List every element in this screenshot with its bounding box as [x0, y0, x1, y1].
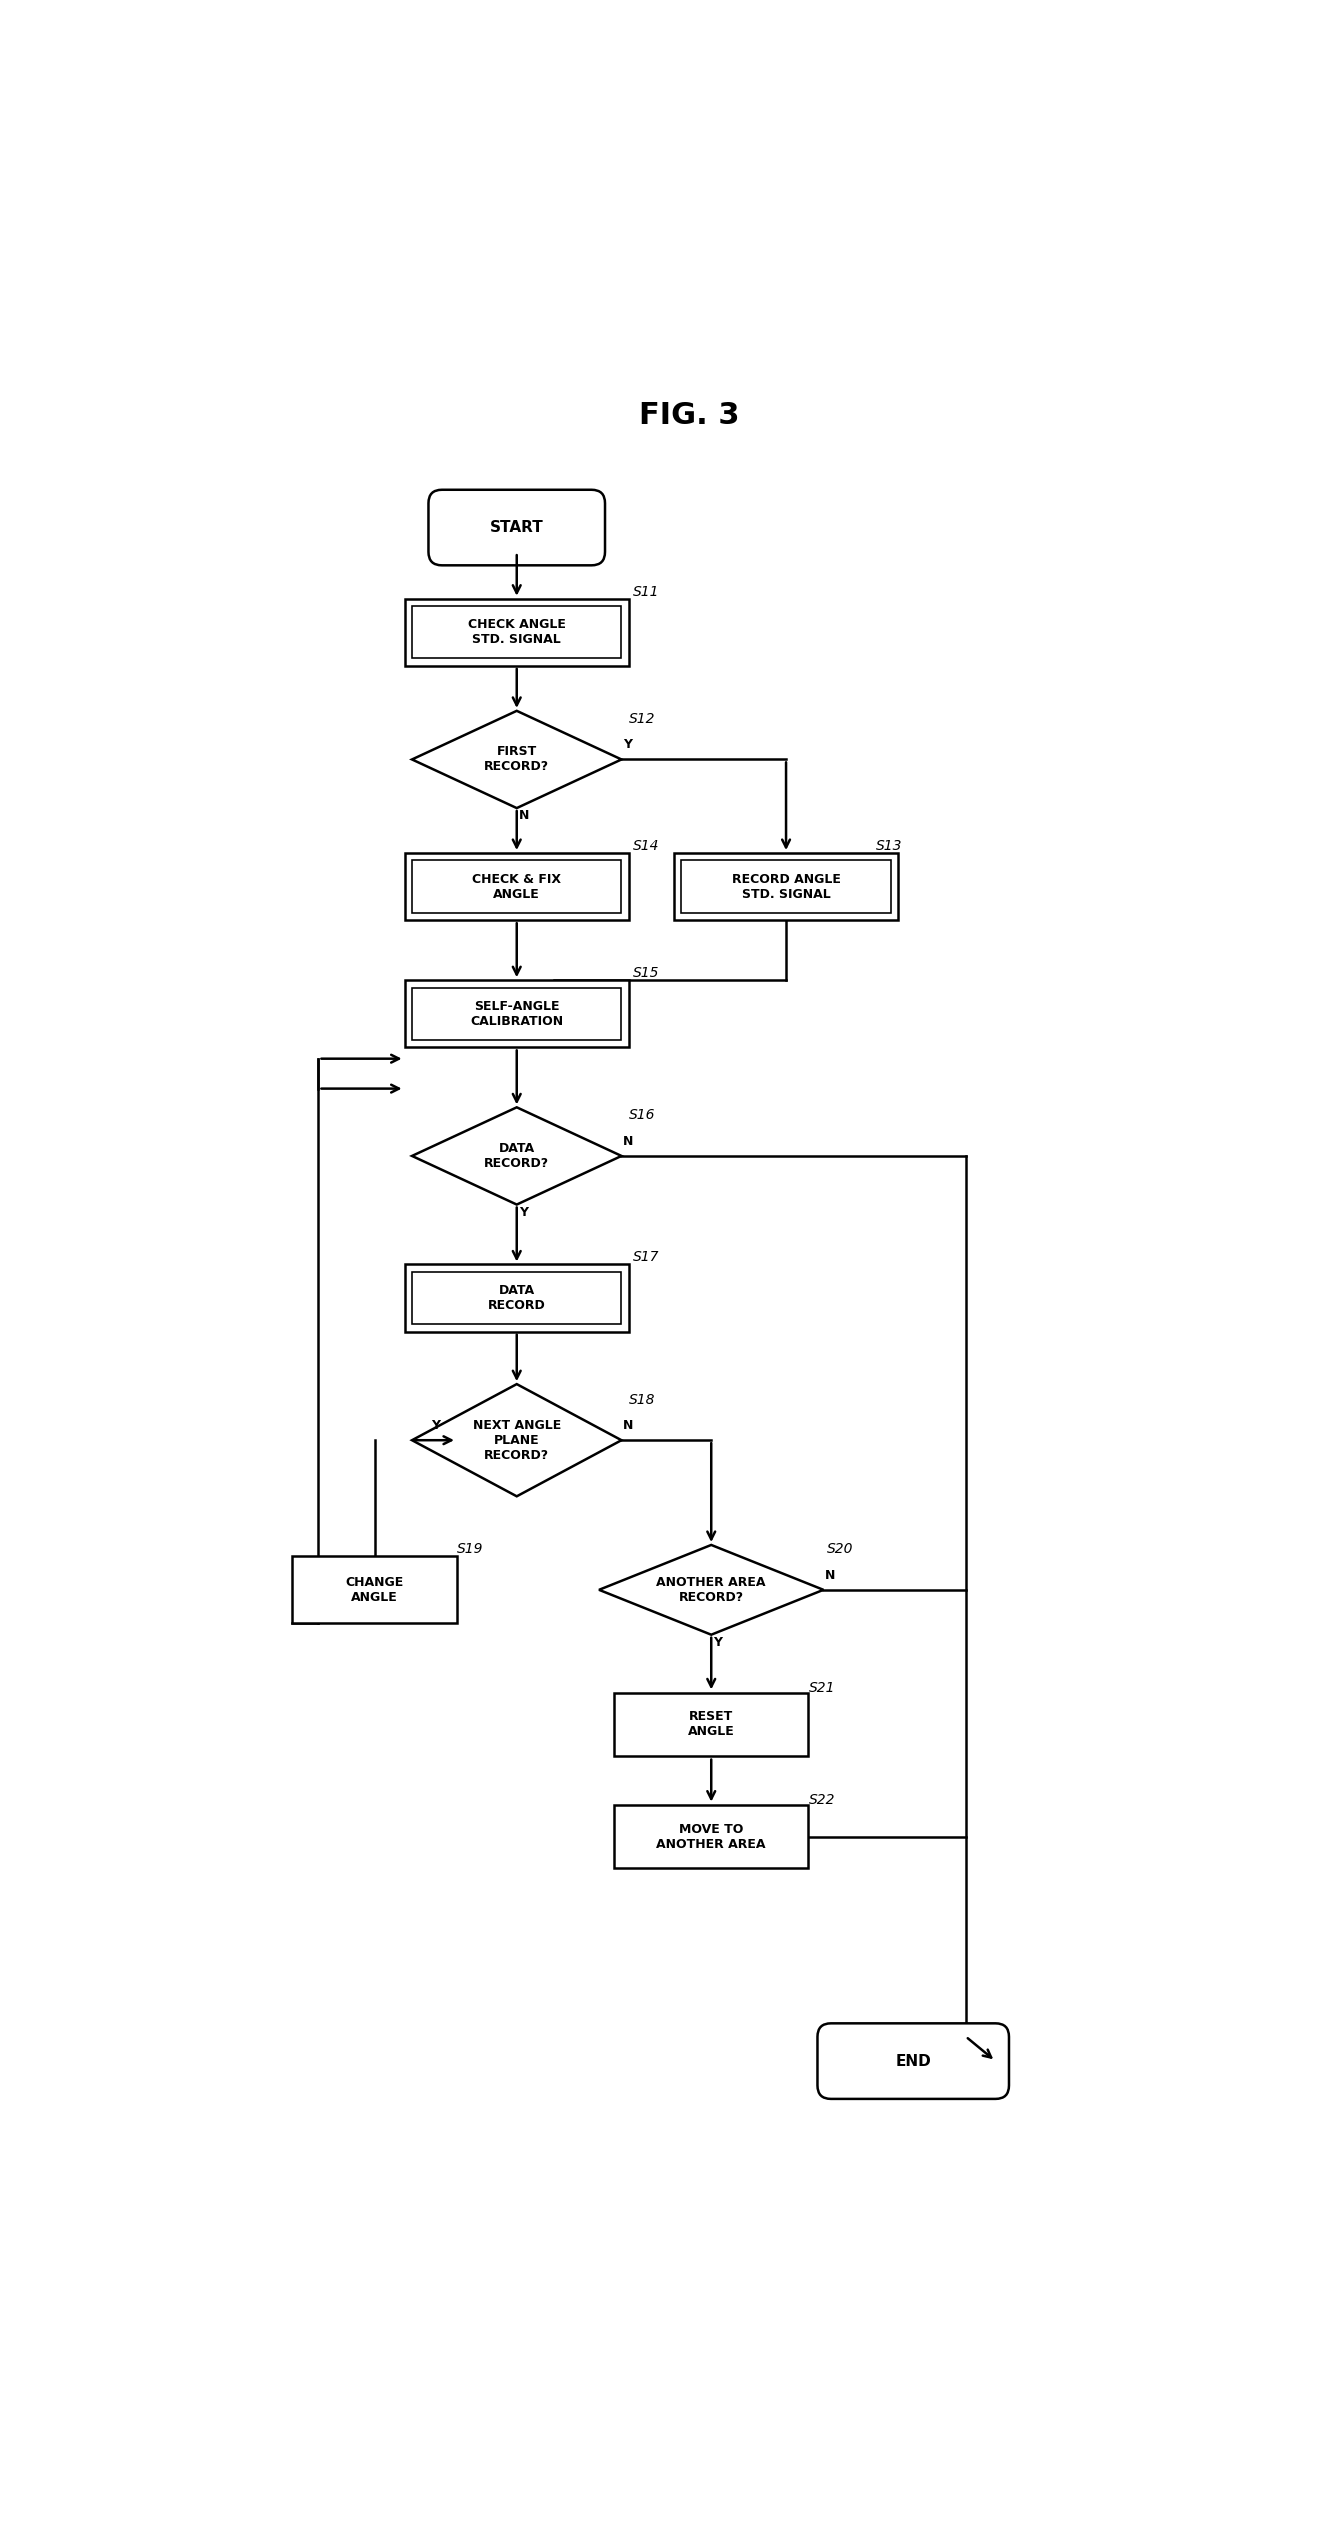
Text: MOVE TO
ANOTHER AREA: MOVE TO ANOTHER AREA — [656, 1824, 766, 1852]
Bar — [405, 854, 629, 919]
Bar — [681, 861, 891, 912]
Polygon shape — [413, 1384, 621, 1495]
Text: START: START — [489, 520, 543, 536]
Bar — [405, 599, 629, 667]
Text: NEXT ANGLE
PLANE
RECORD?: NEXT ANGLE PLANE RECORD? — [473, 1420, 560, 1463]
Polygon shape — [413, 710, 621, 808]
Text: N: N — [825, 1569, 836, 1581]
Text: Y: Y — [624, 738, 632, 750]
Text: S21: S21 — [809, 1680, 835, 1695]
Text: S11: S11 — [633, 584, 659, 599]
Polygon shape — [413, 1106, 621, 1205]
Text: END: END — [895, 2054, 931, 2069]
Text: N: N — [624, 1420, 633, 1432]
Bar — [413, 1273, 621, 1324]
Bar — [413, 861, 621, 912]
Bar — [673, 854, 898, 919]
Bar — [413, 606, 621, 659]
Bar — [614, 1692, 809, 1756]
Text: S17: S17 — [633, 1250, 659, 1266]
Text: Y: Y — [519, 1205, 528, 1218]
Polygon shape — [599, 1546, 824, 1634]
Text: S22: S22 — [809, 1793, 835, 1806]
Text: DATA
RECORD?: DATA RECORD? — [484, 1142, 550, 1170]
Text: S13: S13 — [876, 839, 902, 854]
Text: S18: S18 — [629, 1392, 656, 1407]
Bar — [405, 1266, 629, 1331]
Text: ANOTHER AREA
RECORD?: ANOTHER AREA RECORD? — [656, 1576, 766, 1604]
Text: CHANGE
ANGLE: CHANGE ANGLE — [345, 1576, 403, 1604]
Text: RESET
ANGLE: RESET ANGLE — [688, 1710, 735, 1738]
Text: S12: S12 — [629, 712, 656, 725]
Text: CHECK & FIX
ANGLE: CHECK & FIX ANGLE — [472, 871, 562, 902]
FancyBboxPatch shape — [817, 2023, 1009, 2099]
FancyBboxPatch shape — [429, 490, 605, 566]
Text: S14: S14 — [633, 839, 659, 854]
Text: N: N — [624, 1134, 633, 1147]
Bar — [413, 988, 621, 1041]
Text: Y: Y — [714, 1637, 723, 1649]
Text: SELF-ANGLE
CALIBRATION: SELF-ANGLE CALIBRATION — [470, 1000, 563, 1028]
Text: S16: S16 — [629, 1109, 656, 1122]
Bar — [614, 1806, 809, 1869]
Text: Y: Y — [430, 1420, 439, 1432]
Text: FIG. 3: FIG. 3 — [638, 402, 739, 429]
Text: FIRST
RECORD?: FIRST RECORD? — [484, 745, 550, 773]
Text: RECORD ANGLE
STD. SIGNAL: RECORD ANGLE STD. SIGNAL — [731, 871, 840, 902]
Text: CHECK ANGLE
STD. SIGNAL: CHECK ANGLE STD. SIGNAL — [468, 619, 566, 647]
Text: S15: S15 — [633, 965, 659, 980]
Bar — [292, 1556, 457, 1624]
Text: N: N — [519, 808, 530, 823]
Text: S20: S20 — [827, 1543, 853, 1556]
Text: S19: S19 — [457, 1543, 484, 1556]
Text: DATA
RECORD: DATA RECORD — [488, 1283, 546, 1311]
Bar — [405, 980, 629, 1048]
